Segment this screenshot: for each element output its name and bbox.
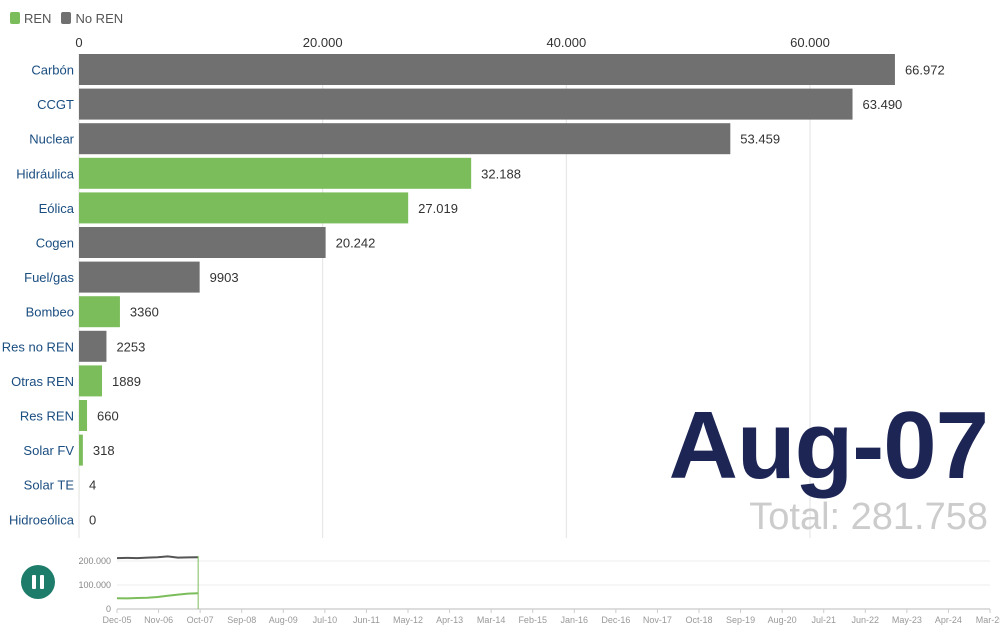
value-label: 66.972 (905, 63, 945, 78)
bar-ren[interactable] (79, 434, 83, 466)
value-label: 660 (97, 409, 119, 424)
category-label: Bombeo (26, 305, 74, 320)
timeline-month-label: Mar-14 (477, 615, 506, 625)
timeline-month-label: Aug-20 (768, 615, 797, 625)
timeline-y-tick: 200.000 (78, 556, 111, 566)
pause-icon (32, 575, 36, 589)
legend-label-ren: REN (24, 10, 52, 26)
timeline-month-label: Jul-21 (811, 615, 836, 625)
bars: Carbón 66.972 CCGT 63.490 Nuclear 53.459 Hidrá… (2, 54, 945, 527)
category-label: CCGT (37, 97, 74, 112)
legend-item-no-ren[interactable]: No REN (61, 11, 123, 26)
bar-ren[interactable] (79, 192, 409, 224)
timeline-month-label: May-23 (892, 615, 922, 625)
category-label: Res REN (20, 409, 74, 424)
bar-no-ren[interactable] (79, 54, 895, 85)
legend-swatch-ren (10, 12, 20, 24)
category-label: Eólica (39, 201, 75, 216)
bar-chart: 0 20.000 40.000 60.000 Carbón 66.972 CCGT 63.4… (2, 35, 945, 538)
timeline-month-label: Feb-15 (518, 615, 547, 625)
value-label: 2253 (116, 339, 145, 354)
x-tick-label: 20.000 (303, 35, 343, 50)
x-tick-label: 60.000 (790, 35, 830, 50)
bar-ren[interactable] (79, 400, 88, 431)
bar-no-ren[interactable] (79, 330, 107, 362)
value-label: 1889 (112, 374, 141, 389)
timeline-month-label: Oct-18 (685, 615, 712, 625)
timeline-chart[interactable]: 0 100.000 200.000 Dec-05 Nov-06 Oct-07 Sep-08 A… (0, 548, 1000, 637)
timeline-y-tick: 100.000 (78, 580, 111, 590)
value-label: 20.242 (336, 236, 376, 251)
timeline-month-label: May-12 (393, 615, 423, 625)
timeline-month-label: Jun-11 (353, 615, 380, 625)
bar-ren[interactable] (79, 157, 472, 189)
category-label: Solar FV (23, 443, 74, 458)
timeline-month-label: Dec-16 (601, 615, 630, 625)
bar-ren[interactable] (79, 365, 103, 397)
legend-swatch-no-ren (61, 12, 72, 24)
timeline-month-label: Jan-16 (561, 615, 589, 625)
timeline-month-label: Oct-07 (187, 615, 214, 625)
timeline-month-label: Dec-05 (102, 615, 131, 625)
current-date-label: Aug-07 (668, 392, 989, 499)
x-tick-label: 0 (75, 35, 82, 50)
value-label: 32.188 (481, 166, 521, 181)
value-label: 53.459 (740, 132, 780, 147)
timeline-month-label: Aug-09 (269, 615, 298, 625)
legend-item-ren[interactable]: REN (10, 11, 51, 26)
value-label: 0 (89, 512, 96, 527)
timeline-month-label: Jul-10 (313, 615, 338, 625)
category-label: Res no REN (2, 339, 74, 354)
category-label: Cogen (36, 236, 74, 251)
timeline-month-label: Apr-13 (436, 615, 463, 625)
legend: REN No REN (10, 9, 123, 27)
pause-button[interactable] (21, 565, 55, 599)
timeline-month-label: Mar-25 (976, 615, 1000, 625)
pause-icon-bar (40, 575, 44, 589)
timeline-y-tick: 0 (106, 604, 111, 614)
category-label: Solar TE (24, 478, 75, 493)
bar-no-ren[interactable] (79, 123, 731, 155)
category-label: Fuel/gas (24, 270, 74, 285)
value-label: 3360 (130, 305, 159, 320)
category-label: Otras REN (11, 374, 74, 389)
timeline-month-label: Apr-24 (935, 615, 962, 625)
bar-ren[interactable] (79, 296, 120, 328)
total-label: Total: 281.758 (749, 496, 988, 538)
legend-label-no-ren: No REN (75, 10, 124, 26)
timeline-month-label: Jun-22 (852, 615, 880, 625)
bar-no-ren[interactable] (79, 227, 326, 258)
timeline-month-label: Nov-17 (643, 615, 672, 625)
bar-no-ren[interactable] (79, 261, 200, 293)
value-label: 9903 (210, 270, 239, 285)
category-label: Nuclear (29, 132, 74, 147)
timeline-month-label: Sep-08 (227, 615, 256, 625)
value-label: 63.490 (863, 97, 903, 112)
timeline-month-label: Sep-19 (726, 615, 755, 625)
timeline-month-label: Nov-06 (144, 615, 173, 625)
x-tick-label: 40.000 (546, 35, 586, 50)
value-label: 318 (93, 443, 115, 458)
bar-no-ren[interactable] (79, 88, 853, 120)
value-label: 4 (89, 478, 96, 493)
timeline-no-ren-line (116, 555, 199, 560)
category-label: Hidráulica (16, 166, 75, 181)
category-label: Hidroeólica (9, 512, 75, 527)
timeline-ren-line (116, 592, 199, 600)
x-axis: 0 20.000 40.000 60.000 (75, 35, 830, 50)
value-label: 27.019 (418, 201, 458, 216)
category-label: Carbón (31, 63, 74, 78)
